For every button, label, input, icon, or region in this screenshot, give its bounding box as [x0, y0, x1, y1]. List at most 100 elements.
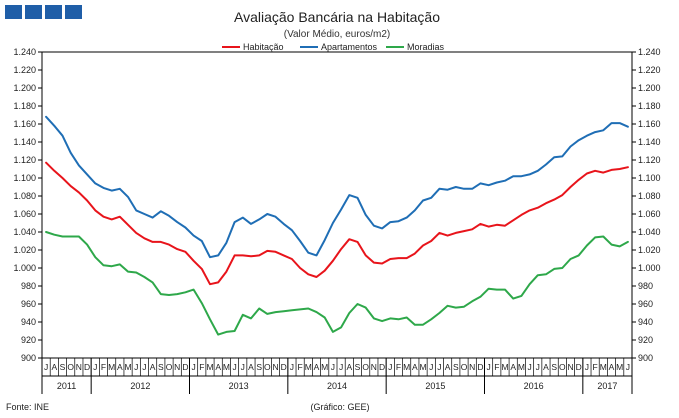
legend-label-apartamentos: Apartamentos: [321, 42, 378, 52]
month-label: S: [355, 362, 361, 372]
month-label: O: [362, 362, 369, 372]
y-tick-label-right: 980: [638, 281, 653, 291]
year-label: 2014: [327, 381, 347, 391]
month-label: M: [206, 362, 213, 372]
month-label: J: [486, 362, 490, 372]
month-label: M: [419, 362, 426, 372]
y-axis-right: 900 920 940 960 980 1.000 1.020 1.040 1.060 1.080…: [632, 47, 661, 363]
month-label: F: [494, 362, 499, 372]
y-tick-label-right: 1.100: [638, 173, 661, 183]
month-label: J: [232, 362, 236, 372]
y-axis-left: 900 920 940 960 980 1.000 1.020 1.040 1.060 1.080…: [13, 47, 42, 363]
y-tick-label-right: 1.160: [638, 119, 661, 129]
month-label: A: [510, 362, 516, 372]
series-line-habitação: [45, 161, 629, 286]
month-label: S: [551, 362, 557, 372]
legend: Habitação Apartamentos Moradias: [222, 42, 445, 52]
month-label: J: [241, 362, 245, 372]
month-label: F: [101, 362, 106, 372]
series-line-moradias: [45, 231, 629, 336]
gee-logo: [5, 5, 82, 19]
y-tick-label-left: 1.060: [13, 209, 36, 219]
y-tick-label-left: 1.140: [13, 137, 36, 147]
legend-label-moradias: Moradias: [407, 42, 445, 52]
month-label: M: [124, 362, 131, 372]
month-label: J: [437, 362, 441, 372]
month-label: A: [150, 362, 156, 372]
month-label: D: [281, 362, 287, 372]
month-label: J: [44, 362, 48, 372]
credit-note: (Gráfico: GEE): [310, 402, 369, 412]
month-label: J: [388, 362, 392, 372]
month-label: M: [223, 362, 230, 372]
y-tick-label-right: 1.020: [638, 245, 661, 255]
month-label: M: [321, 362, 328, 372]
month-label: J: [134, 362, 138, 372]
month-label: N: [469, 362, 475, 372]
month-label: D: [576, 362, 582, 372]
month-label: O: [461, 362, 468, 372]
year-label: 2011: [57, 381, 76, 391]
y-tick-label-right: 1.060: [638, 209, 661, 219]
y-tick-label-right: 940: [638, 317, 653, 327]
month-label: J: [290, 362, 294, 372]
y-tick-label-right: 1.200: [638, 83, 661, 93]
month-label: O: [559, 362, 566, 372]
year-label: 2013: [229, 381, 249, 391]
series-lines: [45, 115, 629, 336]
chart-title: Avaliação Bancária na Habitação: [234, 9, 440, 25]
y-tick-label-left: 920: [21, 335, 36, 345]
month-label: D: [182, 362, 188, 372]
month-label: O: [67, 362, 74, 372]
month-label: N: [371, 362, 377, 372]
month-label: N: [76, 362, 82, 372]
month-label: F: [593, 362, 598, 372]
y-tick-label-left: 1.120: [13, 155, 36, 165]
month-label: N: [567, 362, 573, 372]
month-label: J: [429, 362, 433, 372]
month-label: A: [346, 362, 352, 372]
month-label: M: [108, 362, 115, 372]
y-tick-label-right: 1.040: [638, 227, 661, 237]
month-label: A: [609, 362, 615, 372]
y-tick-label-left: 1.180: [13, 101, 36, 111]
y-tick-label-left: 1.240: [13, 47, 36, 57]
month-label: D: [84, 362, 90, 372]
month-label: J: [527, 362, 531, 372]
month-label: A: [117, 362, 123, 372]
year-label: 2017: [597, 381, 617, 391]
month-label: A: [445, 362, 451, 372]
month-label: D: [477, 362, 483, 372]
month-label: J: [626, 362, 630, 372]
month-label: J: [142, 362, 146, 372]
month-label: J: [331, 362, 335, 372]
month-label: S: [256, 362, 262, 372]
month-label: S: [453, 362, 459, 372]
y-tick-label-left: 1.000: [13, 263, 36, 273]
y-tick-label-left: 940: [21, 317, 36, 327]
y-tick-label-left: 1.040: [13, 227, 36, 237]
month-label: M: [403, 362, 410, 372]
series-line-apartamentos: [45, 115, 629, 259]
month-label: J: [536, 362, 540, 372]
logo-square-2: [25, 5, 42, 19]
y-tick-label-left: 980: [21, 281, 36, 291]
month-label: S: [60, 362, 66, 372]
y-tick-label-left: 960: [21, 299, 36, 309]
y-tick-label-left: 1.080: [13, 191, 36, 201]
month-label: J: [93, 362, 97, 372]
source-note: Fonte: INE: [6, 402, 49, 412]
y-tick-label-left: 1.100: [13, 173, 36, 183]
month-label: O: [264, 362, 271, 372]
y-tick-label-left: 900: [21, 353, 36, 363]
y-tick-label-right: 960: [638, 299, 653, 309]
month-label: M: [600, 362, 607, 372]
logo-square-3: [45, 5, 62, 19]
month-label: A: [412, 362, 418, 372]
y-tick-label-right: 1.140: [638, 137, 661, 147]
month-label: A: [248, 362, 254, 372]
month-label: M: [501, 362, 508, 372]
